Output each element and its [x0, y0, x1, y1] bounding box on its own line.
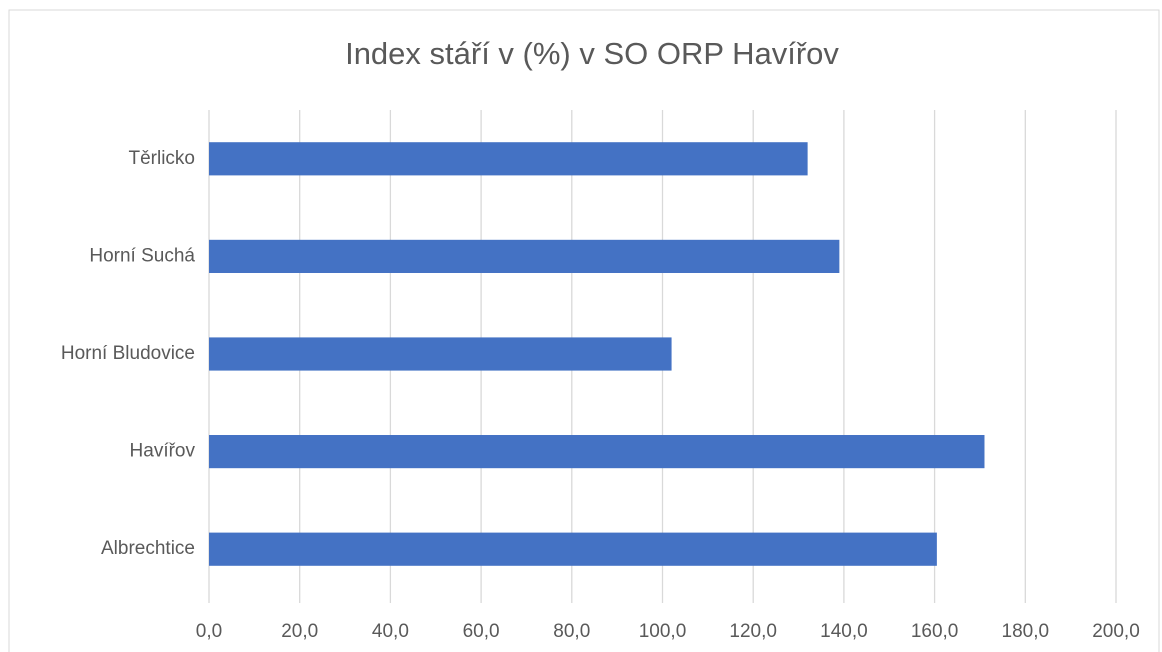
y-tick-label: Havířov	[130, 441, 196, 462]
bar	[209, 239, 840, 273]
x-tick-label: 160,0	[911, 621, 959, 642]
chart-title: Index stáří v (%) v SO ORP Havířov	[345, 36, 839, 71]
bar	[209, 532, 937, 566]
x-tick-label: 140,0	[820, 621, 868, 642]
x-tick-label: 20,0	[281, 621, 318, 642]
bar	[209, 142, 808, 176]
bar	[209, 435, 985, 469]
x-tick-label: 100,0	[639, 621, 687, 642]
bar	[209, 337, 672, 371]
y-tick-label: Horní Suchá	[89, 245, 195, 266]
y-tick-label: Horní Bludovice	[61, 343, 195, 364]
y-tick-label: Albrechtice	[101, 538, 195, 559]
x-tick-label: 180,0	[1002, 621, 1050, 642]
x-tick-label: 0,0	[196, 621, 222, 642]
x-tick-label: 200,0	[1092, 621, 1140, 642]
x-tick-label: 80,0	[553, 621, 590, 642]
x-tick-label: 60,0	[463, 621, 500, 642]
x-tick-label: 120,0	[729, 621, 777, 642]
x-tick-label: 40,0	[372, 621, 409, 642]
y-tick-label: Těrlicko	[128, 148, 195, 169]
